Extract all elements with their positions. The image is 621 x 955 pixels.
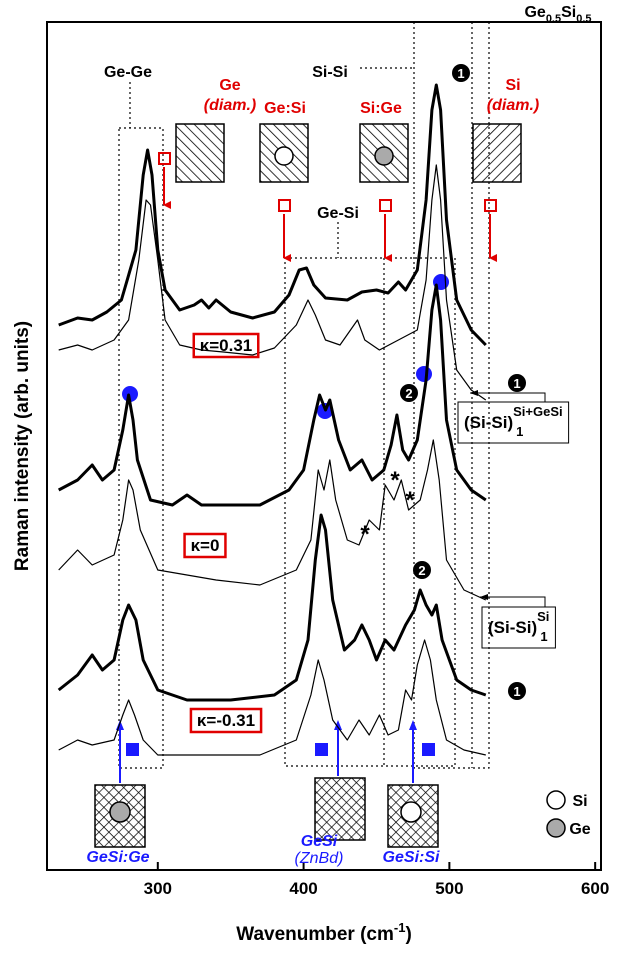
y-axis-label: Raman intensity (arb. units) [12, 321, 33, 571]
kappa-label: κ=0.31 [200, 336, 253, 355]
spectrum [58, 83, 487, 347]
spectrum [58, 164, 487, 401]
annotation: * [360, 521, 370, 548]
title-part: 0.5 [546, 13, 561, 25]
badge-label: 1 [513, 376, 520, 391]
annotation: (diam.) [204, 97, 256, 114]
badge [413, 561, 431, 579]
kappa-box [192, 332, 260, 359]
badge-label: 2 [405, 386, 412, 401]
badge [508, 682, 526, 700]
spectrum [57, 283, 487, 507]
x-tick-label: 400 [289, 879, 317, 898]
x-label-part: Wavenumber (cm [236, 924, 394, 945]
callout-part: Si+GeSi [513, 404, 563, 419]
callout-arrowhead [480, 594, 488, 600]
badge [400, 384, 418, 402]
callout-box [481, 606, 556, 649]
callout: (Si-Si)Si+GeSi 1 [464, 404, 563, 439]
callout-arrow [480, 596, 546, 607]
annotation: Si:Ge [360, 100, 402, 117]
annotation: (ZnBd) [295, 850, 344, 867]
annotation: GeSi:Si [383, 849, 440, 866]
annotation: Si [505, 77, 520, 94]
badge [508, 374, 526, 392]
annotation: Ge-Ge [104, 64, 152, 81]
annotation: GeSi [301, 833, 338, 850]
callout-arrow [470, 392, 546, 402]
chart-title: Ge0.5Si0.5 [524, 4, 591, 25]
decorations [118, 21, 490, 769]
callout-part: 1 [540, 629, 547, 644]
spectrum [58, 639, 486, 756]
annotation: Ge [219, 77, 240, 94]
callout-part: 1 [516, 424, 523, 439]
x-label-part: -1 [394, 920, 406, 935]
annotation: Ge-Si [317, 205, 359, 222]
x-axis-label: Wavenumber (cm-1) [236, 920, 412, 945]
annotation: * [405, 487, 415, 514]
callout-arrowhead [470, 390, 478, 396]
badge [452, 64, 470, 82]
callout-part: (Si-Si) [488, 618, 537, 637]
boxes [94, 123, 566, 848]
x-label-part: ) [405, 924, 411, 945]
annotation: Ge [569, 821, 590, 838]
callout-part: (Si-Si) [464, 413, 513, 432]
annotation: * [390, 467, 400, 494]
x-tick-label: 500 [435, 879, 463, 898]
plot-area: 300 400 500 600 [46, 21, 609, 898]
callout-box [457, 401, 570, 444]
kappa-box [183, 532, 227, 559]
x-tick-label: 600 [581, 879, 609, 898]
callout-part: Si [537, 609, 549, 624]
annotation: (diam.) [487, 97, 539, 114]
title-part: Si [561, 4, 576, 21]
x-tick-label: 300 [144, 879, 172, 898]
kappa-box [189, 707, 263, 734]
annotation: GeSi:Ge [86, 849, 149, 866]
kappa-label: κ=0 [191, 536, 220, 555]
kappa-label: κ=-0.31 [197, 711, 255, 730]
badge-label: 2 [418, 563, 425, 578]
callout: (Si-Si)Si 1 [488, 609, 549, 644]
badge-label: 1 [513, 684, 520, 699]
markers [116, 152, 497, 783]
spectrum [58, 439, 487, 601]
title-part: Ge [524, 4, 545, 21]
title-part: 0.5 [576, 13, 591, 25]
annotation: Si [572, 793, 587, 810]
annotation: Si-Si [312, 64, 348, 81]
annotation: Ge:Si [264, 100, 306, 117]
badge-label: 1 [457, 66, 464, 81]
plot-frame [46, 21, 602, 871]
spectrum [57, 513, 487, 702]
